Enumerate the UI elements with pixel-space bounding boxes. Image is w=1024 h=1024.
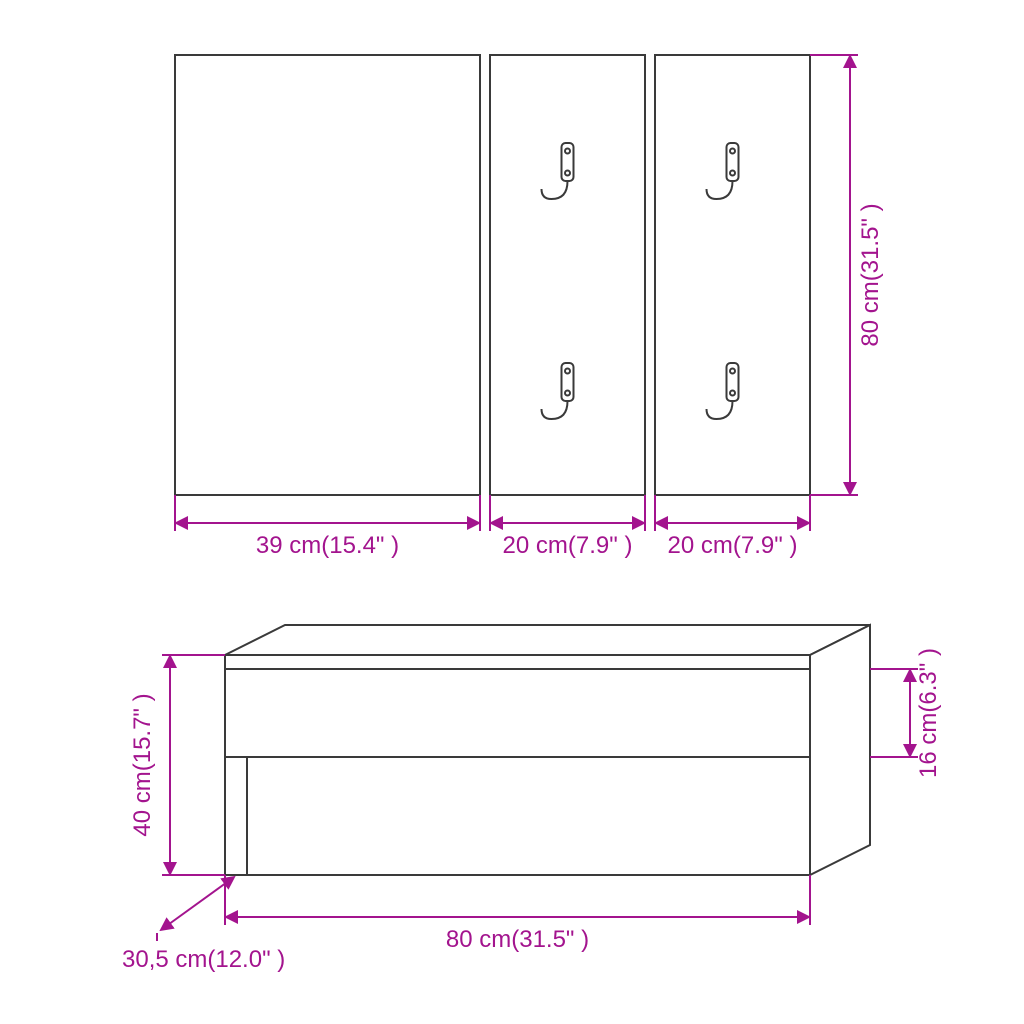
- svg-text:80 cm(31.5" ): 80 cm(31.5" ): [857, 203, 884, 346]
- svg-text:20 cm(7.9" ): 20 cm(7.9" ): [503, 532, 633, 559]
- top-height-dimension: 80 cm(31.5" ): [810, 55, 884, 495]
- top-panels: [175, 55, 810, 495]
- bench: [225, 625, 870, 875]
- svg-text:80 cm(31.5" ): 80 cm(31.5" ): [446, 926, 589, 953]
- svg-text:39 cm(15.4" ): 39 cm(15.4" ): [256, 532, 399, 559]
- dimension-diagram: 39 cm(15.4" ) 20 cm(7.9" ) 20 cm(7.9" ) 80…: [0, 0, 1024, 1024]
- panel-3: [655, 55, 810, 495]
- svg-text:30,5 cm(12.0" ): 30,5 cm(12.0" ): [122, 946, 285, 973]
- panel-1: [175, 55, 480, 495]
- top-width-dimensions: 39 cm(15.4" ) 20 cm(7.9" ) 20 cm(7.9" ): [175, 495, 810, 559]
- svg-text:40 cm(15.7" ): 40 cm(15.7" ): [129, 693, 156, 836]
- svg-text:16 cm(6.3" ): 16 cm(6.3" ): [915, 648, 942, 778]
- panel-2: [490, 55, 645, 495]
- svg-text:20 cm(7.9" ): 20 cm(7.9" ): [668, 532, 798, 559]
